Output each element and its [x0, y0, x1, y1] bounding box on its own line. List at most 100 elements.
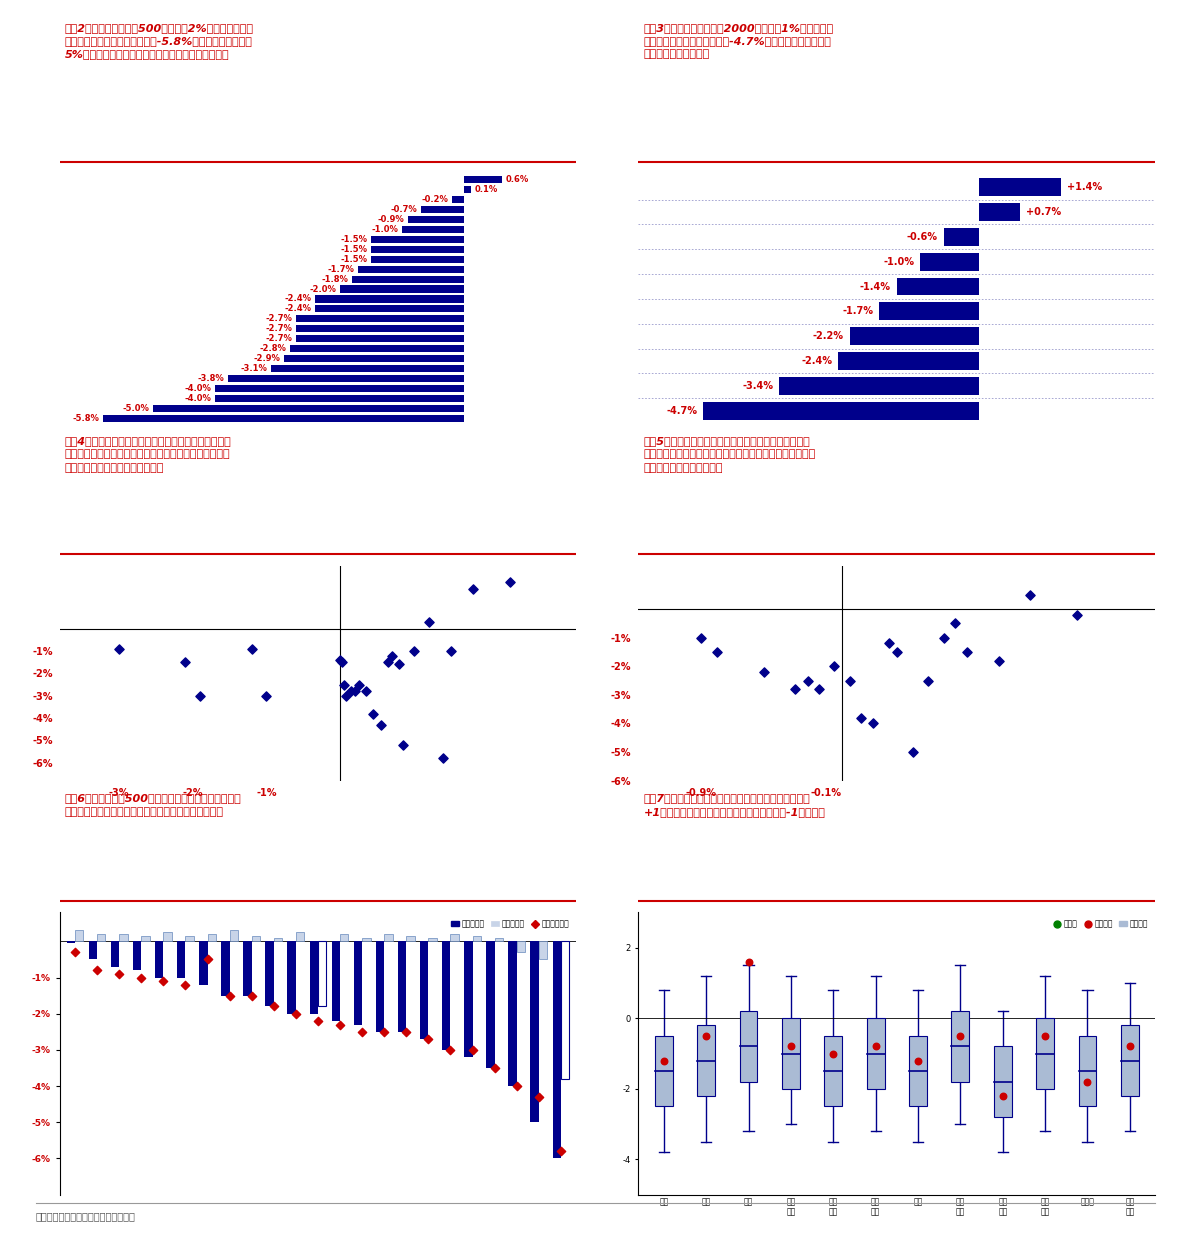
Bar [464, 186, 470, 193]
Bar [314, 296, 464, 302]
Bar [216, 385, 464, 392]
Point [242, 639, 261, 659]
Point [132, 968, 151, 988]
Point [176, 974, 195, 994]
Text: 图表7：板块估值上，资本品板块当前估值高于历史均值
+1倍标准差，电信服务板块估值低于历史均值-1倍标准差: 图表7：板块估值上，资本品板块当前估值高于历史均值 +1倍标准差，电信服务板块估… [643, 794, 825, 817]
Bar [979, 178, 1061, 196]
Text: -2.7%: -2.7% [266, 324, 293, 333]
Point [191, 686, 210, 706]
Bar [104, 415, 464, 422]
Point [863, 713, 883, 733]
Point [946, 614, 965, 634]
Point [264, 997, 283, 1016]
Bar [517, 941, 525, 952]
Bar [354, 941, 362, 1025]
Bar [310, 941, 318, 1014]
Point [110, 964, 129, 984]
Point [1067, 605, 1086, 625]
Bar [297, 335, 464, 342]
Bar [370, 235, 464, 243]
Point [389, 655, 409, 675]
Bar [341, 935, 349, 941]
Bar [538, 941, 547, 959]
Bar [385, 935, 393, 941]
Text: 图表4：上周表现相对较好的半导体和技术硬件板块本周
上涨，而上周表现不佳的食品、媒体、耐用消费品等板块
本周下跌，动量因子驱动特征明显: 图表4：上周表现相对较好的半导体和技术硬件板块本周 上涨，而上周表现不佳的食品、… [64, 436, 231, 473]
Bar [561, 941, 569, 1078]
Bar [897, 277, 979, 296]
Point [110, 639, 129, 659]
Point [852, 708, 871, 728]
Text: +1.4%: +1.4% [1067, 182, 1103, 192]
Legend: 当前值, 历史均值, 历史区间: 当前值, 历史均值, 历史区间 [1050, 916, 1152, 931]
Point [434, 749, 453, 769]
Point [1121, 1036, 1140, 1056]
Point [308, 1011, 328, 1031]
Point [754, 662, 773, 682]
Text: -2.4%: -2.4% [285, 295, 311, 303]
Text: 图表2：过去一周，标普500指数下跌2%，行业板块多数
下跌，其中汽车与零部件领跌（-5.8%），媒体板块也大跌
5%，原材料、消费者服务、资本品等板块也表现不: 图表2：过去一周，标普500指数下跌2%，行业板块多数 下跌，其中汽车与零部件领… [64, 24, 254, 59]
Point [154, 972, 173, 992]
Point [372, 714, 391, 734]
Bar [339, 286, 464, 292]
Bar [553, 941, 561, 1159]
Bar [952, 1011, 969, 1082]
Point [879, 634, 898, 654]
Text: -5.0%: -5.0% [123, 404, 149, 412]
Point [841, 671, 860, 691]
Bar [740, 1011, 757, 1082]
Point [950, 1026, 969, 1046]
Point [500, 572, 519, 592]
Text: -4.0%: -4.0% [185, 384, 212, 392]
Bar [222, 941, 230, 995]
Text: -1.5%: -1.5% [341, 245, 367, 254]
Text: -1.0%: -1.0% [372, 225, 398, 234]
Point [781, 1036, 800, 1056]
Point [331, 1015, 350, 1035]
Point [442, 641, 461, 661]
Point [175, 652, 194, 672]
Bar [1121, 1025, 1139, 1096]
Text: -5.8%: -5.8% [73, 413, 99, 422]
Text: 资料来源：彭博资讯，中金公司研究部: 资料来源：彭博资讯，中金公司研究部 [36, 1212, 136, 1222]
Bar [420, 206, 464, 213]
Point [993, 1086, 1012, 1106]
Bar [230, 931, 238, 941]
Text: 图表6：上周，标普500多数板块下跌，但除房地产、综
合金融、商业服务以外，多数板块盈利预测依然在上调: 图表6：上周，标普500多数板块下跌，但除房地产、综 合金融、商业服务以外，多数… [64, 794, 242, 817]
Point [397, 1021, 416, 1041]
Bar [703, 402, 979, 420]
Text: -1.0%: -1.0% [884, 256, 915, 266]
Bar [98, 935, 106, 941]
Text: -1.4%: -1.4% [860, 281, 891, 291]
Point [692, 628, 711, 647]
Point [419, 612, 438, 631]
Bar [376, 941, 385, 1031]
Bar [314, 306, 464, 312]
Bar [409, 215, 464, 223]
Bar [442, 941, 450, 1050]
Bar [119, 935, 127, 941]
Text: -0.6%: -0.6% [908, 232, 939, 241]
Bar [155, 941, 163, 978]
Bar [494, 937, 503, 941]
Point [332, 652, 351, 672]
Bar [979, 203, 1021, 220]
Point [356, 681, 375, 701]
Text: -3.4%: -3.4% [742, 381, 773, 391]
Bar [331, 941, 341, 1021]
Point [198, 950, 217, 969]
Point [405, 641, 424, 661]
Bar [295, 932, 304, 941]
Bar [429, 937, 437, 941]
Bar [509, 941, 517, 1086]
Point [242, 985, 261, 1005]
Text: -1.7%: -1.7% [328, 265, 355, 274]
Bar [451, 196, 464, 203]
Text: +0.7%: +0.7% [1027, 207, 1061, 217]
Point [786, 680, 805, 699]
Text: 图表5：盈利上调的半导体和技术硬件本周上涨，而盈利
下调的房地产、综合金融、商业服务等板块末周表现不佳，
价值因子驱动特征也较明显: 图表5：盈利上调的半导体和技术硬件本周上涨，而盈利 下调的房地产、综合金融、商业… [643, 436, 816, 473]
Point [331, 650, 350, 670]
Bar [111, 941, 119, 967]
Text: -0.9%: -0.9% [378, 215, 405, 224]
Bar [283, 355, 464, 363]
Point [824, 656, 843, 676]
